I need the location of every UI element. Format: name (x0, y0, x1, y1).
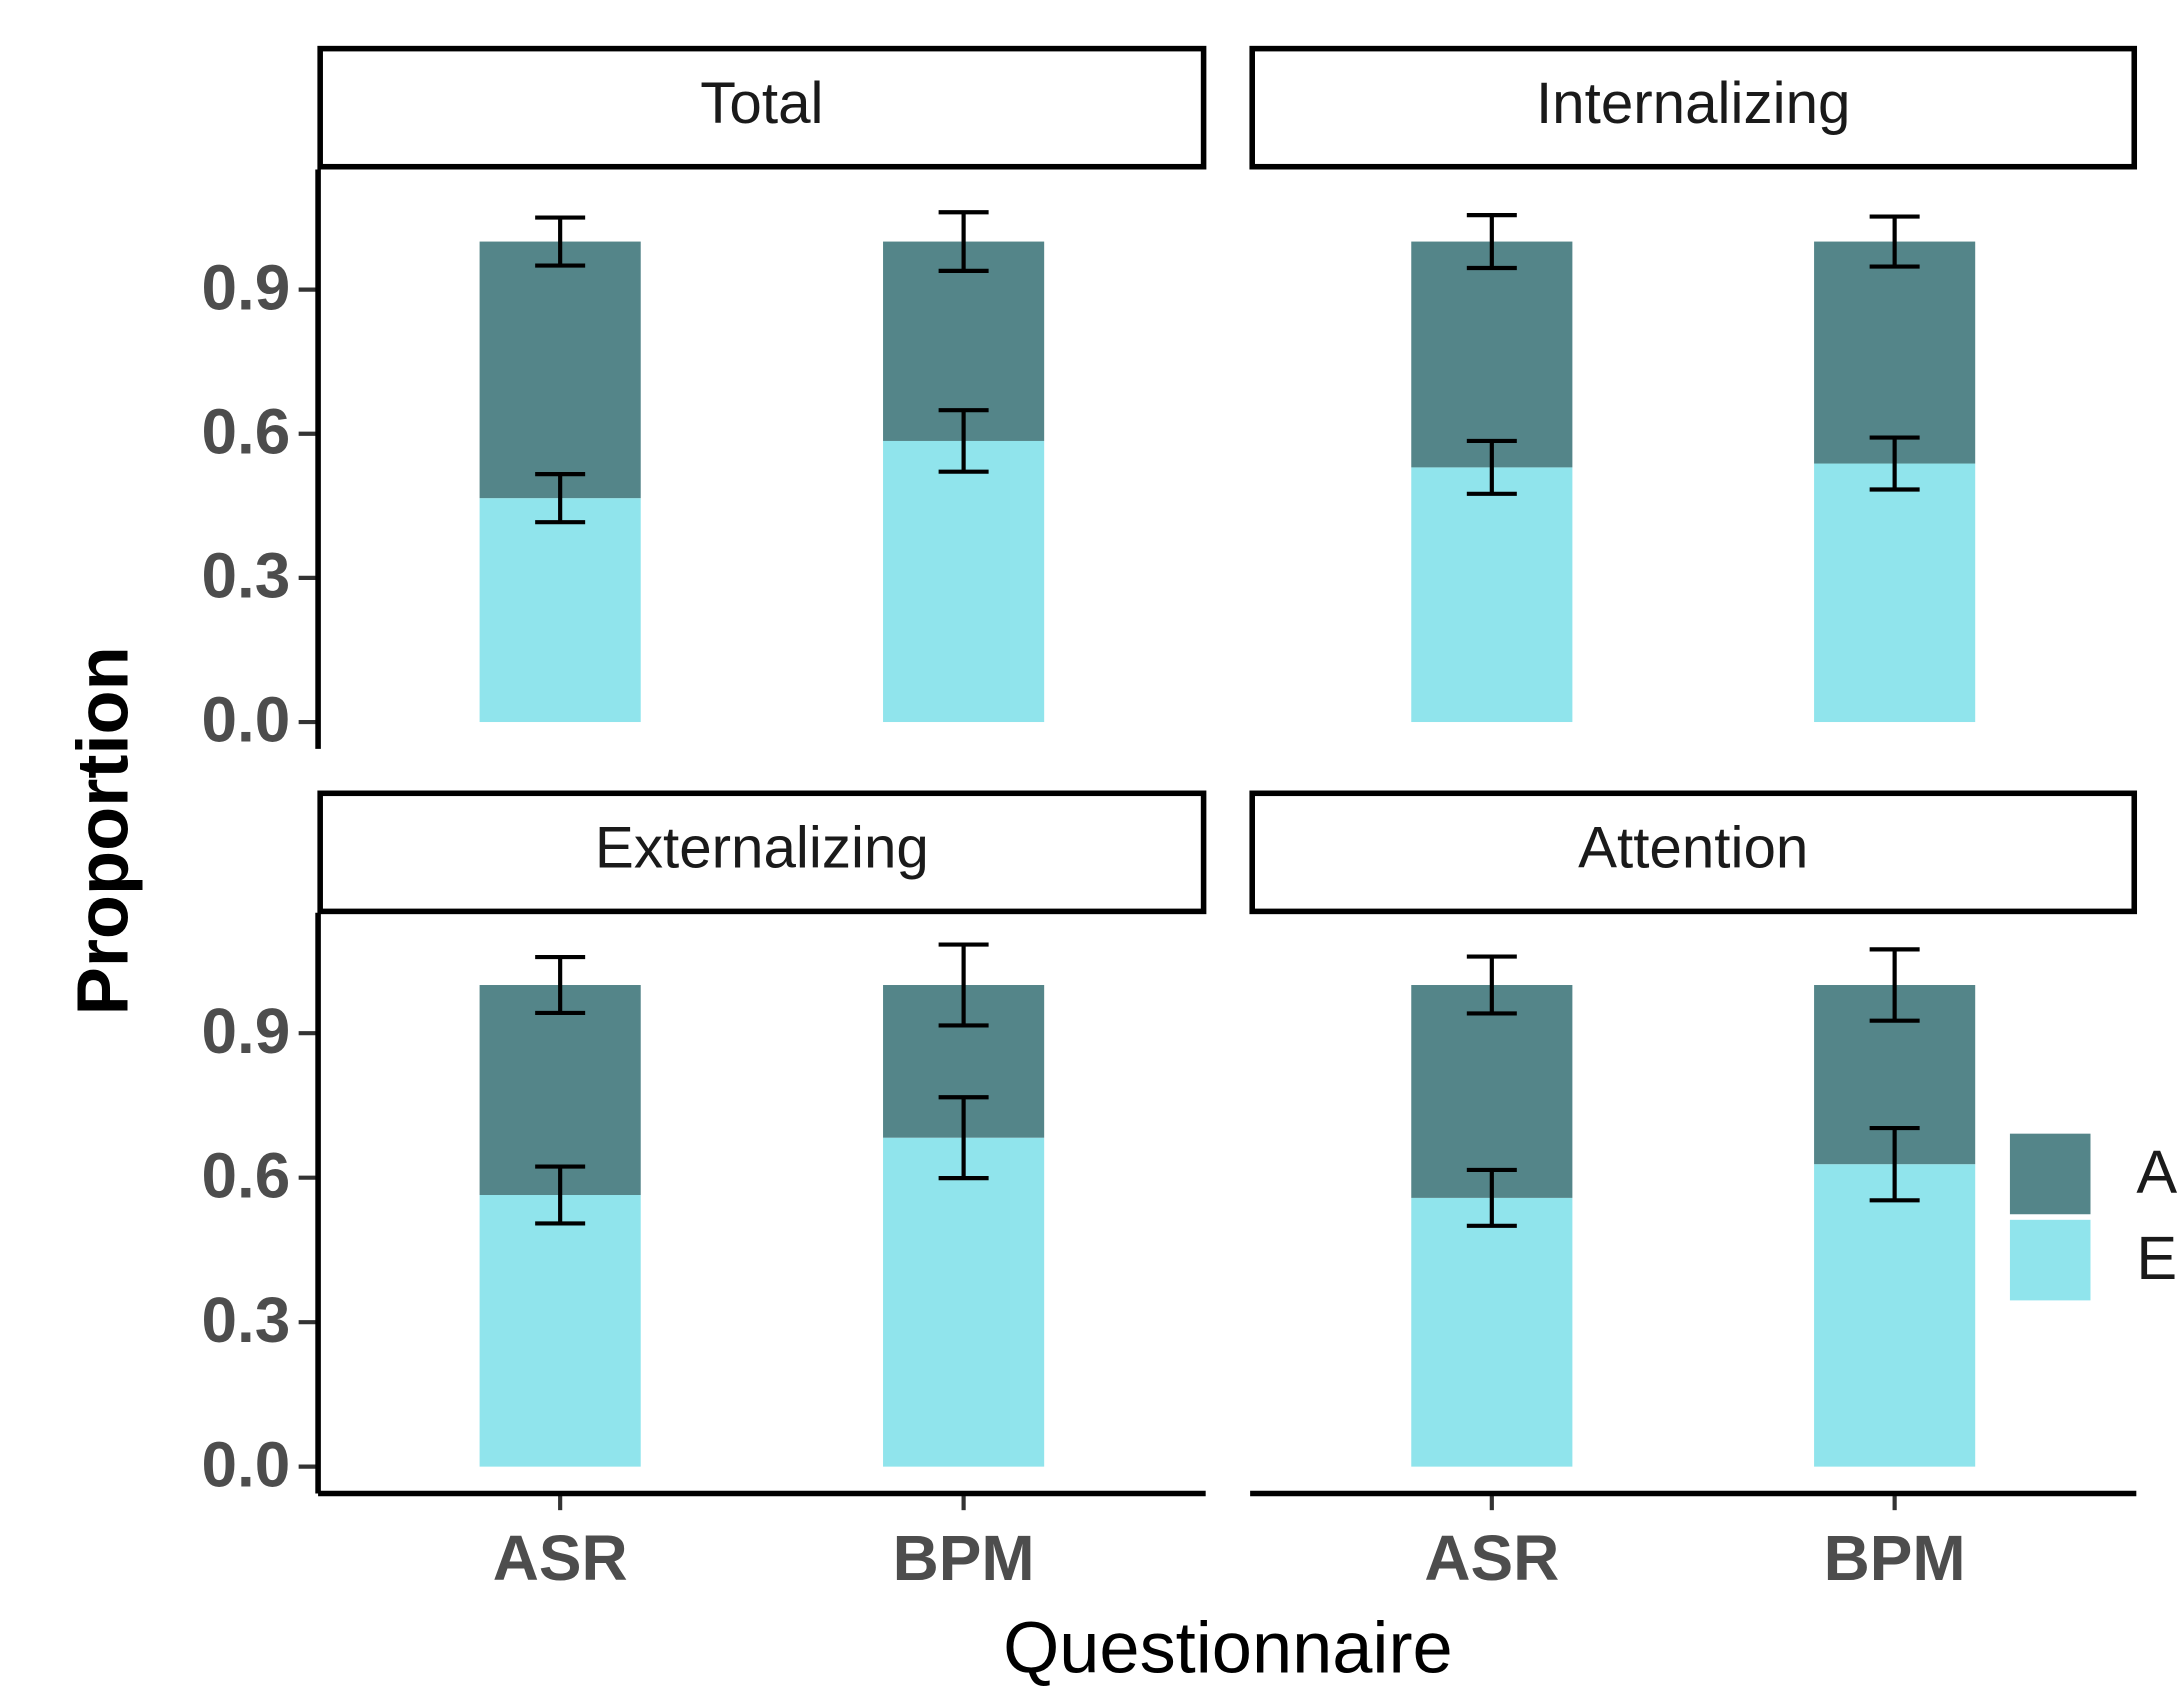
y-tick-label: 0.3 (201, 540, 290, 612)
bar-segment (1814, 1164, 1976, 1467)
bar-segment (479, 498, 641, 723)
error-bar (1869, 435, 1920, 492)
y-tick-label: 0.9 (201, 251, 290, 323)
bar-segment (479, 1195, 641, 1467)
legend-swatch (2009, 1219, 2091, 1301)
strip-title: Attention (1578, 816, 1808, 881)
bar-segment (883, 241, 1045, 441)
bar-segment (1411, 985, 1573, 1198)
bar-segment (1814, 463, 1976, 723)
error-bar (1466, 1167, 1517, 1228)
error-bar (938, 408, 989, 474)
error-bar (1466, 954, 1517, 1016)
legend-swatch (2009, 1133, 2091, 1215)
x-tick-label: BPM (1824, 1522, 1966, 1594)
x-tick-label: ASR (493, 1522, 628, 1594)
bar-segment (1411, 241, 1573, 468)
error-bar (1869, 947, 1920, 1023)
error-bar (535, 472, 586, 525)
strip-box (1249, 790, 2138, 915)
bar-segment (883, 440, 1045, 723)
bar-segment (1814, 241, 1976, 464)
y-axis-title: Proportion (63, 646, 143, 1015)
bar-segment (1411, 467, 1573, 723)
error-bar (535, 215, 586, 268)
y-tick-label: 0.6 (201, 395, 290, 467)
error-bar (938, 1095, 989, 1181)
bar-segment (479, 241, 641, 499)
error-bar (1869, 214, 1920, 269)
error-bar (1466, 438, 1517, 496)
strip-box (317, 790, 1207, 915)
y-tick-label: 0.0 (201, 684, 290, 756)
strip-box (317, 45, 1207, 170)
error-bar (1869, 1125, 1920, 1203)
legend-label: E (2136, 1224, 2177, 1292)
x-axis-title: Questionnaire (1003, 1608, 1453, 1688)
y-tick-label: 0.0 (201, 1428, 290, 1500)
y-tick-label: 0.9 (201, 995, 290, 1067)
x-tick-label: BPM (893, 1522, 1035, 1594)
error-bar (535, 1164, 586, 1226)
strip-box (1249, 45, 2138, 170)
bar-segment (1411, 1197, 1573, 1467)
y-tick-label: 0.3 (201, 1284, 290, 1356)
bar-segment (883, 1137, 1045, 1467)
error-bar (1466, 213, 1517, 271)
y-tick-label: 0.6 (201, 1139, 290, 1211)
error-bar (938, 210, 989, 273)
x-tick-label: ASR (1424, 1522, 1559, 1594)
legend-label: A (2136, 1138, 2177, 1206)
bar-segment (479, 985, 641, 1196)
strip-title: Internalizing (1536, 71, 1850, 136)
strip-title: Total (700, 71, 823, 136)
strip-title: Externalizing (595, 816, 929, 881)
error-bar (535, 954, 586, 1016)
error-bar (938, 942, 989, 1028)
